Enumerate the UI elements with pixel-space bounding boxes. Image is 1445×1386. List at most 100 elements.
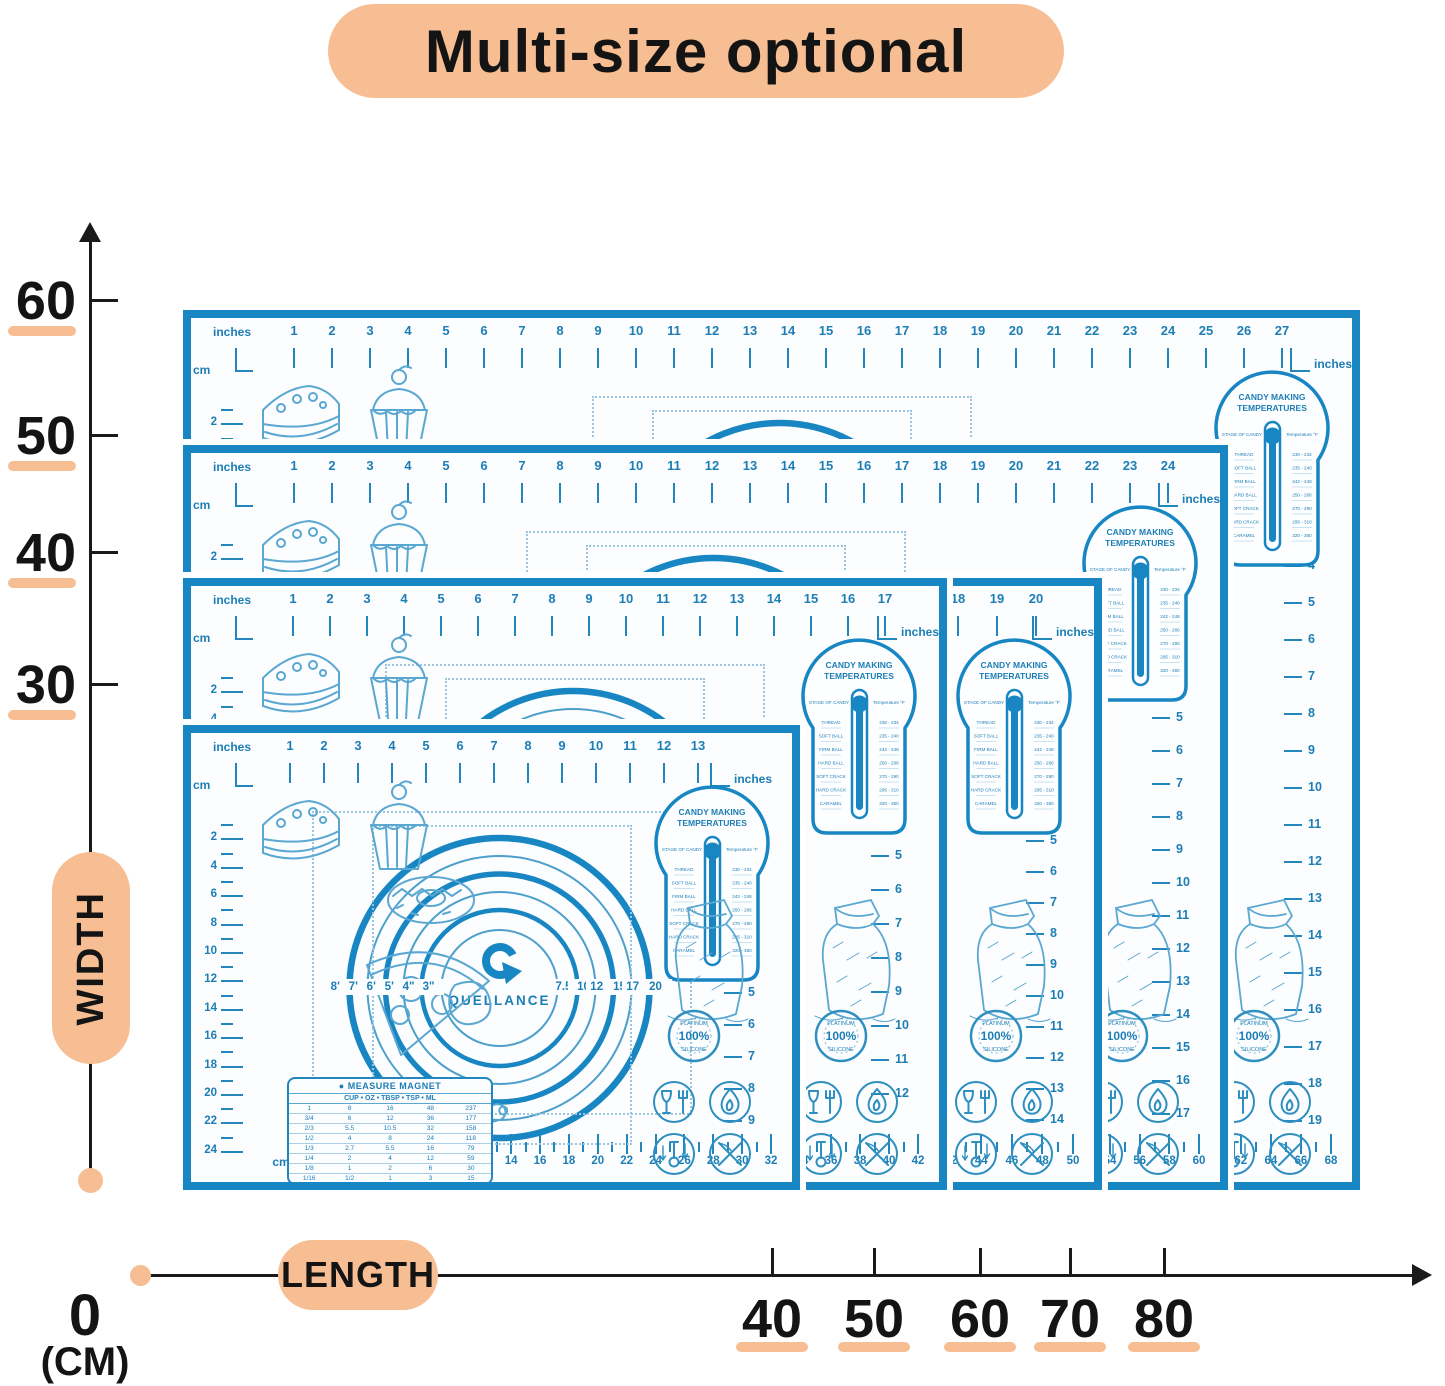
svg-text:250 - 266: 250 - 266 xyxy=(1160,628,1180,633)
right-inch-dash xyxy=(1026,1088,1044,1090)
inch-ruler-tick xyxy=(749,348,751,368)
candy-thermometer-icon: CANDY MAKING TEMPERATURES STAGE OF CANDY… xyxy=(795,638,923,853)
measure-magnet-cell: 158 xyxy=(465,1125,477,1132)
right-inch-dash xyxy=(1026,871,1044,873)
svg-text:270 - 290: 270 - 290 xyxy=(1292,506,1312,511)
bottom-cm-tick xyxy=(815,1142,818,1152)
inch-ruler-number: 5 xyxy=(442,458,450,473)
inch-ruler-tick xyxy=(293,483,295,503)
candy-thermometer-icon: CANDY MAKING TEMPERATURES STAGE OF CANDY… xyxy=(950,638,1078,853)
svg-text:CARAMEL: CARAMEL xyxy=(975,801,998,806)
x-tick-label: 60 xyxy=(949,1289,1011,1349)
x-tick-label: 50 xyxy=(843,1289,905,1349)
bottom-cm-tick xyxy=(1026,1142,1029,1152)
inch-ruler-number: 12 xyxy=(704,458,720,473)
bottom-cm-number: 22 xyxy=(620,1155,634,1167)
flame-icon xyxy=(1136,1080,1180,1124)
right-inch-number: 13 xyxy=(1176,974,1190,988)
inch-ruler-number: 6 xyxy=(480,458,488,473)
inch-ruler-tick xyxy=(331,348,333,368)
donut-icon-svg xyxy=(387,876,475,924)
inch-ruler-number: 5 xyxy=(422,738,430,753)
right-inch-number: 13 xyxy=(1050,1081,1064,1095)
food-safe-icon xyxy=(799,1080,843,1124)
top-ruler-end-unit-label: inches xyxy=(901,625,940,639)
platinum-badge: PLATINUM 100% SILICONE xyxy=(666,1008,722,1064)
cake-icon xyxy=(251,640,351,728)
left-cm-tick xyxy=(221,1051,233,1054)
bottom-cm-tick xyxy=(995,1142,998,1152)
measure-magnet-row: 1/2 4 8 24 118 xyxy=(289,1134,491,1144)
right-inch-dash xyxy=(1152,915,1170,917)
top-ruler-end-unit-label: inches xyxy=(1056,625,1095,639)
svg-text:HARD BALL: HARD BALL xyxy=(1231,493,1257,498)
bottom-cm-tick xyxy=(1183,1142,1186,1152)
circle-size-label-cm: 20 xyxy=(639,979,672,995)
inch-ruler-number: 4 xyxy=(388,738,396,753)
cupcake-icon xyxy=(357,632,435,728)
svg-text:Temperature °F: Temperature °F xyxy=(1286,432,1318,437)
flame-icon-svg xyxy=(1137,1081,1179,1123)
bottom-cm-tick xyxy=(949,1134,952,1154)
svg-text:270 - 290: 270 - 290 xyxy=(1160,641,1180,646)
left-cm-number: 10 xyxy=(204,945,217,957)
flame-icon xyxy=(1010,1080,1054,1124)
inch-ruler-number: 7 xyxy=(518,458,526,473)
right-inch-dash xyxy=(1026,1119,1044,1121)
right-inch-dash xyxy=(1284,713,1302,715)
inch-ruler-tick xyxy=(901,483,903,503)
ruler-end-bracket xyxy=(710,763,730,787)
inch-ruler-number: 4 xyxy=(404,323,412,338)
svg-text:235 - 240: 235 - 240 xyxy=(1160,601,1180,606)
y-tick-label: 50 xyxy=(15,406,76,466)
inch-ruler-number: 9 xyxy=(585,591,593,606)
bottom-cm-number: 42 xyxy=(944,1155,958,1167)
left-cm-tick xyxy=(221,691,243,694)
measure-magnet-cell: 8 xyxy=(347,1105,352,1112)
left-cm-tick xyxy=(221,572,233,575)
y-axis-tick xyxy=(92,551,118,554)
inch-ruler-tick xyxy=(483,348,485,368)
inch-ruler-number: 20 xyxy=(1008,458,1024,473)
right-inch-dash xyxy=(1284,972,1302,974)
bottom-cm-tick xyxy=(770,1134,772,1154)
right-inch-number: 16 xyxy=(1308,1002,1322,1016)
measure-magnet-cell: 3/4 xyxy=(304,1115,314,1122)
inch-ruler-tick xyxy=(1281,348,1283,368)
inch-ruler-tick xyxy=(662,616,664,636)
inch-ruler-tick xyxy=(697,763,699,783)
inch-ruler-tick xyxy=(1053,483,1055,503)
x-tick-label: 70 xyxy=(1039,1289,1101,1349)
inch-ruler-tick xyxy=(559,483,561,503)
inch-ruler-number: 11 xyxy=(667,458,681,473)
donut-icon xyxy=(381,869,481,929)
svg-text:100%: 100% xyxy=(981,1029,1012,1043)
ruler-corner-bracket xyxy=(235,483,253,507)
width-axis-label: WIDTH xyxy=(69,890,112,1026)
svg-text:SOFT CRACK: SOFT CRACK xyxy=(816,774,846,779)
measure-magnet-cell: 1 xyxy=(388,1175,392,1182)
inch-ruler-tick xyxy=(1129,348,1131,368)
svg-text:320 - 360: 320 - 360 xyxy=(1292,533,1312,538)
platinum-badge: PLATINUM 100% SILICONE xyxy=(1094,1008,1150,1064)
svg-text:CARAMEL: CARAMEL xyxy=(820,801,843,806)
svg-text:320 - 360: 320 - 360 xyxy=(879,801,899,806)
inch-ruler-number: 16 xyxy=(856,458,872,473)
platinum-badge: PLATINUM 100% SILICONE xyxy=(968,1008,1024,1064)
right-inch-number: 7 xyxy=(1308,669,1315,683)
knife-icon-svg xyxy=(1269,1133,1311,1175)
right-inch-dash xyxy=(1026,964,1044,966)
bottom-cm-number: 28 xyxy=(706,1155,720,1167)
right-inch-dash xyxy=(1152,717,1170,719)
svg-text:CANDY MAKING: CANDY MAKING xyxy=(981,660,1048,670)
svg-text:FIRM BALL: FIRM BALL xyxy=(1232,479,1256,484)
bottom-cm-number: 58 xyxy=(1162,1155,1176,1167)
right-inch-dash xyxy=(871,1059,889,1061)
svg-text:250 - 266: 250 - 266 xyxy=(1292,493,1312,498)
svg-text:230 - 234: 230 - 234 xyxy=(1292,452,1312,457)
measure-magnet-cell: 2/3 xyxy=(304,1125,314,1132)
top-ruler-unit-label: inches xyxy=(213,740,252,754)
flour-bag-icon xyxy=(660,888,752,1026)
length-axis-label: LENGTH xyxy=(281,1254,435,1295)
